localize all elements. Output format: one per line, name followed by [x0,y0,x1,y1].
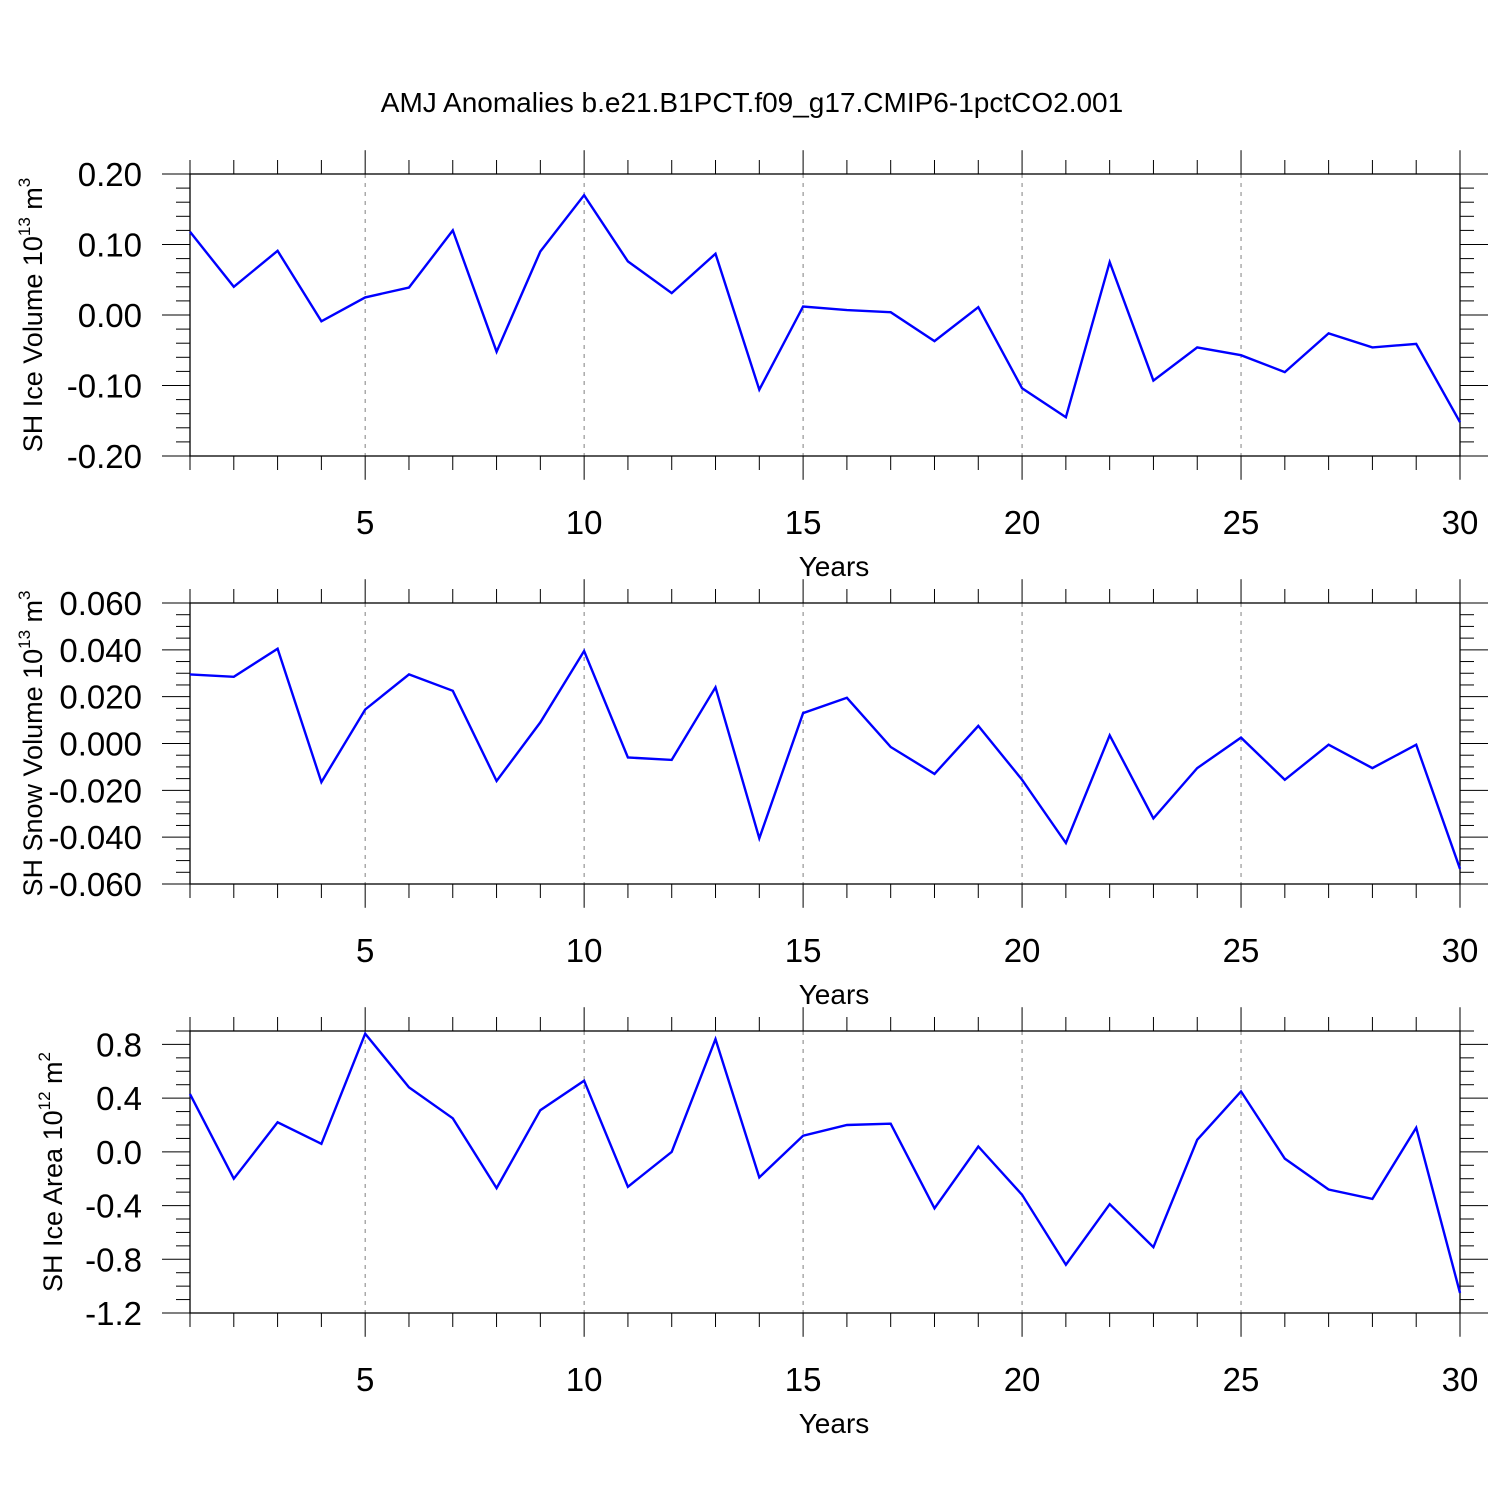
y-tick-label: 0.00 [78,297,142,334]
y-tick-label: 0.20 [78,156,142,193]
x-tick-label: 5 [356,932,374,969]
x-tick-label: 20 [1004,1361,1041,1398]
y-axis-label: SH Snow Volume 1013 m3 [15,590,48,896]
chart-panel-2: 5 10 15 20 25 30 -0.060 -0.040 -0.020 0.000 0.020 0… [15,579,1488,1010]
y-tick-label: -0.20 [67,438,142,475]
y-tick-label: -0.060 [48,866,142,903]
y-tick-label: -0.020 [48,772,142,809]
y-axis-label-unit-exponent: 3 [15,590,34,599]
x-tick-label: 25 [1223,504,1260,541]
x-tick-label: 25 [1223,932,1260,969]
y-axis-label-unit: m [38,1061,68,1091]
x-tick-label: 15 [785,504,822,541]
y-axis-label-unit: m [18,187,48,217]
chart-panel-1: 5 10 15 20 25 30 -0.20 -0.10 0.00 0.10 0.20 Years SH… [15,150,1488,582]
y-tick-label: 0.000 [59,726,142,763]
y-axis-label-text: SH Snow Volume 10 [18,649,48,897]
x-tick-label: 15 [785,932,822,969]
x-tick-label: 30 [1442,1361,1479,1398]
y-tick-label: -1.2 [85,1295,142,1332]
y-tick-label: 0.060 [59,585,142,622]
x-tick-label: 30 [1442,932,1479,969]
y-axis-label-text: SH Ice Area 10 [38,1110,68,1292]
chart-panel-3: 5 10 15 20 25 30 -1.2 -0.8 -0.4 0.0 0.4 0.8 Years SH … [35,1007,1488,1439]
series-line [189,193,1462,423]
y-tick-label: 0.020 [59,679,142,716]
x-axis-label: Years [799,1408,870,1439]
y-tick-label: 0.0 [96,1134,142,1171]
x-tick-label: 20 [1004,932,1041,969]
y-axis-label-exponent: 13 [15,630,34,649]
x-tick-label: 5 [356,504,374,541]
figure-title: AMJ Anomalies b.e21.B1PCT.f09_g17.CMIP6-… [381,87,1123,118]
y-axis-label-exponent: 13 [15,217,34,236]
y-tick-label: -0.040 [48,819,142,856]
y-axis-label-unit: m [18,600,48,630]
x-tick-label: 5 [356,1361,374,1398]
y-tick-label: 0.4 [96,1080,142,1117]
y-axis-label-unit-exponent: 2 [35,1052,54,1061]
x-tick-label: 15 [785,1361,822,1398]
x-tick-label: 10 [566,504,603,541]
y-tick-label: 0.040 [59,632,142,669]
x-tick-label: 10 [566,932,603,969]
y-axis-label: SH Ice Area 1012 m2 [35,1052,68,1292]
y-tick-label: 0.8 [96,1026,142,1063]
plot-frame [189,173,1461,457]
x-tick-label: 25 [1223,1361,1260,1398]
y-tick-label: 0.10 [78,227,142,264]
y-tick-label: -0.4 [85,1188,142,1225]
y-tick-label: -0.10 [67,368,142,405]
x-tick-label: 30 [1442,504,1479,541]
plot-frame [189,602,1461,885]
plot-frame [189,1030,1461,1314]
y-axis-label-exponent: 12 [35,1091,54,1110]
y-axis-label-unit-exponent: 3 [15,178,34,187]
x-axis-label: Years [799,551,870,582]
x-axis-label: Years [799,979,870,1010]
x-tick-label: 10 [566,1361,603,1398]
y-axis-label: SH Ice Volume 1013 m3 [15,178,48,453]
x-tick-label: 20 [1004,504,1041,541]
series-line [188,1031,1462,1294]
series-line [189,646,1462,870]
y-tick-label: -0.8 [85,1241,142,1278]
y-axis-label-text: SH Ice Volume 10 [18,236,48,452]
